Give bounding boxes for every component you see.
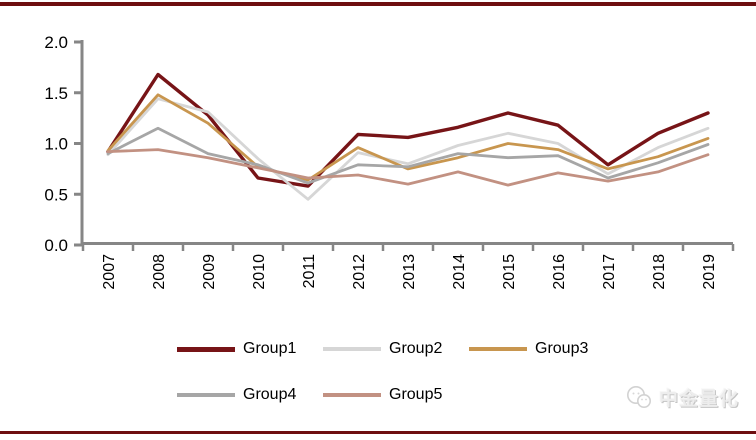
svg-text:2007: 2007 (101, 254, 118, 290)
svg-text:0.0: 0.0 (44, 236, 68, 255)
svg-text:2011: 2011 (301, 254, 318, 289)
svg-text:2009: 2009 (201, 254, 218, 290)
svg-text:2013: 2013 (401, 254, 418, 290)
legend-item-group3: Group3 (469, 340, 615, 358)
legend-row-2: Group4 Group5 (177, 385, 615, 405)
group1-line-swatch (177, 346, 235, 352)
legend-label-group2: Group2 (389, 340, 443, 357)
svg-text:2016: 2016 (551, 254, 568, 290)
svg-text:2017: 2017 (601, 254, 618, 290)
svg-text:1.5: 1.5 (44, 84, 68, 103)
chart-legend: Group1 Group2 Group3 Group4 Group5 (177, 339, 615, 431)
legend-item-group2: Group2 (323, 340, 469, 358)
group3-line-swatch (469, 347, 527, 351)
svg-text:2014: 2014 (451, 254, 468, 290)
svg-text:2012: 2012 (351, 254, 368, 290)
legend-item-group5: Group5 (323, 386, 469, 404)
svg-text:0.5: 0.5 (44, 185, 68, 204)
legend-label-group4: Group4 (243, 386, 297, 403)
watermark: 中金量化 (625, 384, 739, 411)
svg-text:2010: 2010 (251, 254, 268, 290)
bottom-border-rule (0, 431, 756, 434)
svg-text:2015: 2015 (501, 254, 518, 290)
top-border-rule (0, 2, 756, 6)
legend-label-group5: Group5 (389, 386, 443, 403)
svg-text:2008: 2008 (151, 254, 168, 290)
svg-text:1.0: 1.0 (44, 135, 68, 154)
legend-item-group4: Group4 (177, 386, 323, 404)
legend-item-group1: Group1 (177, 340, 323, 358)
svg-text:2018: 2018 (651, 254, 668, 290)
svg-text:2.0: 2.0 (44, 33, 68, 52)
legend-label-group1: Group1 (243, 340, 297, 357)
svg-text:2019: 2019 (701, 254, 718, 290)
watermark-text: 中金量化 (659, 389, 740, 410)
legend-label-group3: Group3 (535, 340, 589, 357)
wechat-icon (627, 385, 651, 408)
group4-line-swatch (177, 393, 235, 397)
group5-line-swatch (323, 393, 381, 397)
group2-line-swatch (323, 347, 381, 351)
legend-row-1: Group1 Group2 Group3 (177, 339, 615, 359)
